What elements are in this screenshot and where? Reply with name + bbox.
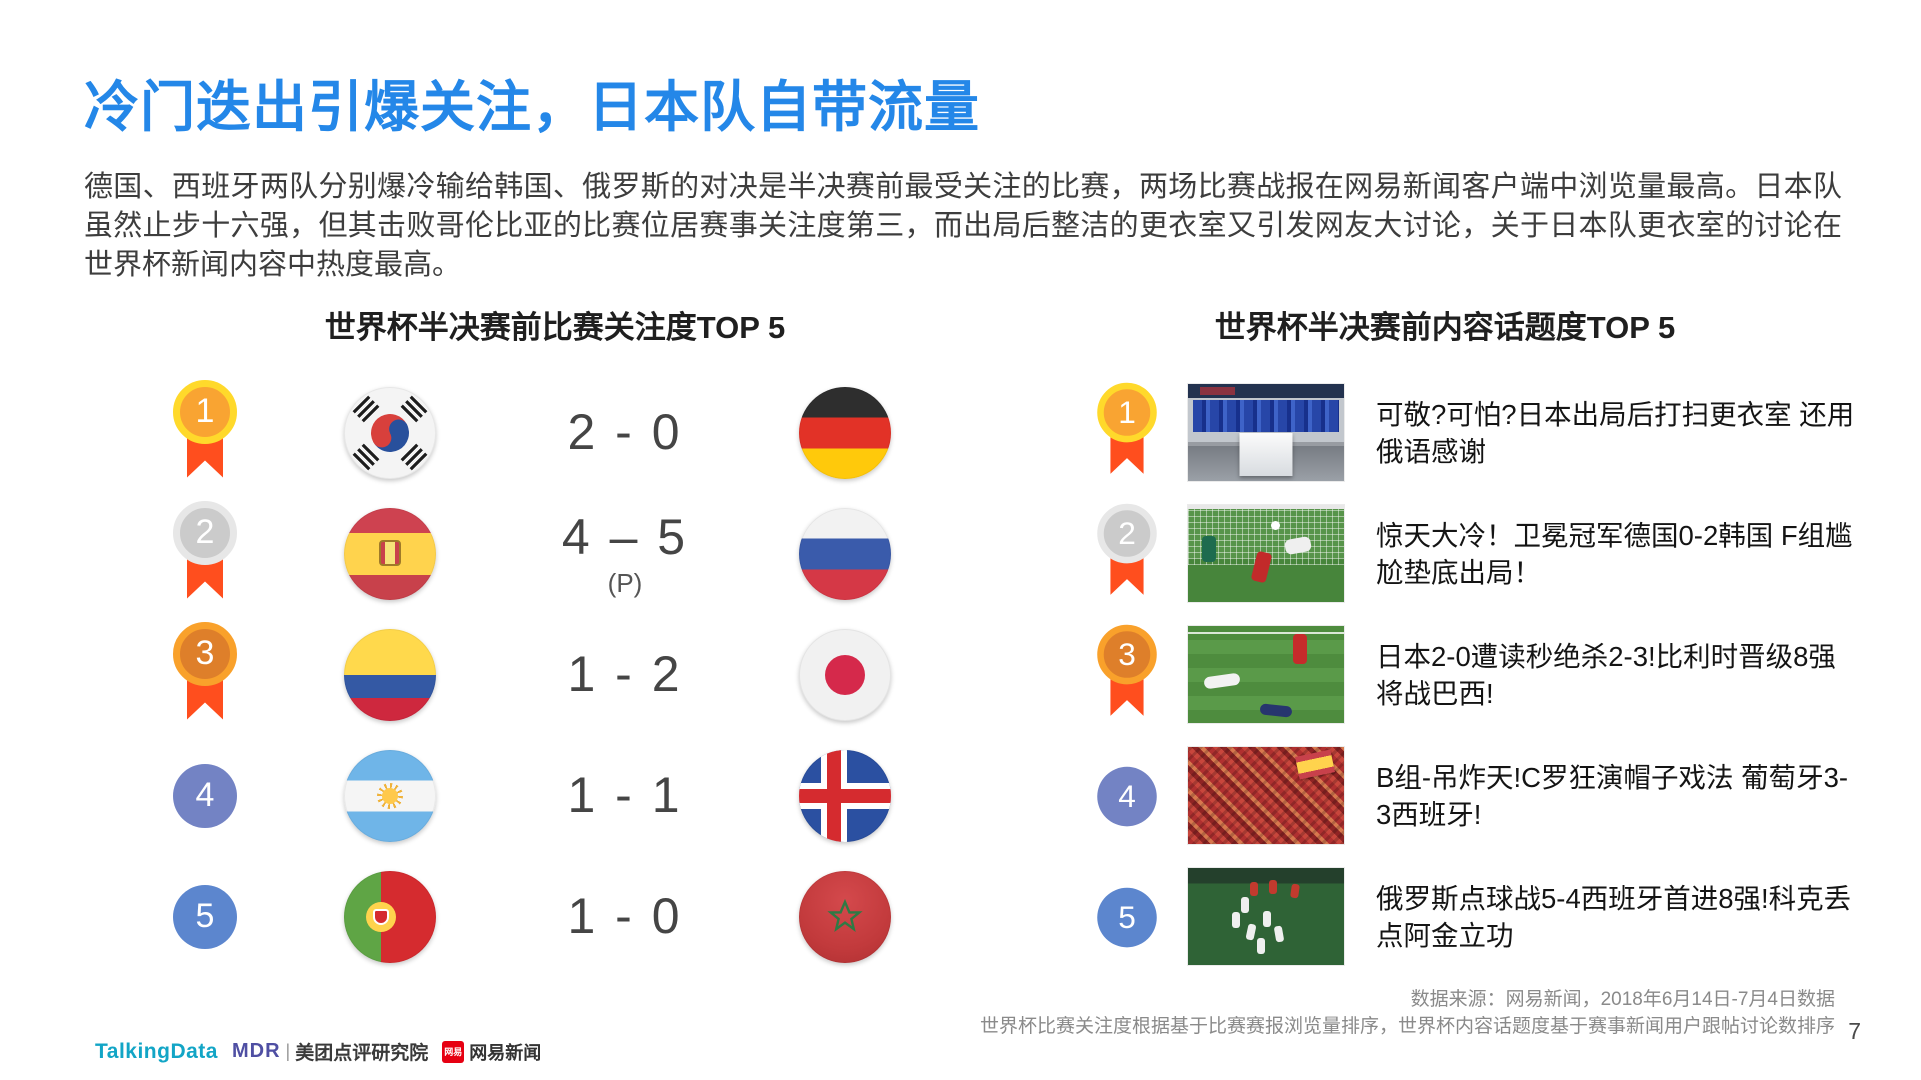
mdr-logo-icon: MDR (231, 1040, 281, 1062)
rank-number: 3 (1097, 624, 1157, 684)
body-paragraph: 德国、西班牙两队分别爆冷输给韩国、俄罗斯的对决是半决赛前最受关注的比赛，两场比赛… (84, 171, 1842, 281)
news-headline: 可敬?可怕?日本出局后打扫更衣室 还用俄语感谢 (1376, 398, 1855, 467)
news-row-4: 4 B组-吊炸天!C罗狂演帽子戏法 葡萄牙3-3西班牙! (1095, 735, 1856, 856)
match-score: 1 - 2 (567, 645, 683, 702)
gold-medal-icon: 1 (1097, 382, 1157, 481)
argentina-flag-icon (344, 749, 436, 842)
page-title: 冷门迭出引爆关注，日本队自带流量 (84, 76, 981, 138)
pentagram-star-icon (827, 898, 863, 932)
match-row-5: 5 1 - 0 (140, 856, 950, 977)
source-line-1: 数据来源：网易新闻，2018年6月14日-7月4日数据 (1410, 989, 1835, 1010)
japan-flag-icon (799, 628, 891, 721)
colombia-flag-icon (344, 628, 436, 721)
mdr-logo-label: 美团点评研究院 (295, 1043, 429, 1064)
silver-medal-icon: 2 (1097, 503, 1157, 602)
news-headline: 日本2-0遭读秒绝杀2-3!比利时晋级8强将战巴西! (1376, 640, 1836, 709)
news-headline: B组-吊炸天!C罗狂演帽子戏法 葡萄牙3-3西班牙! (1376, 761, 1849, 830)
rank-4-badge: 4 (1097, 766, 1157, 826)
germany-flag-icon (799, 386, 891, 479)
match-score: 2 - 0 (567, 403, 683, 460)
rank-5-badge: 5 (1097, 887, 1157, 947)
news-row-1: 1 可敬?可怕?日本出局后打扫更衣室 还用俄语感谢 (1095, 372, 1856, 493)
south-korea-flag-icon (344, 386, 436, 479)
rank-number: 4 (173, 763, 237, 828)
source-line-2: 世界杯比赛关注度根据基于比赛赛报浏览量排序，世界杯内容话题度基于赛事新闻用户跟帖… (979, 1016, 1835, 1037)
match-score: 1 - 1 (567, 766, 683, 823)
iceland-flag-icon (799, 749, 891, 842)
news-ranking-table: 1 可敬?可怕?日本出局后打扫更衣室 还用俄语感谢 2 惊天大冷！卫冕冠军德国0… (1095, 372, 1856, 977)
portugal-spain-fans-photo (1188, 747, 1344, 844)
rank-number: 1 (1097, 382, 1157, 442)
news-headline: 俄罗斯点球战5-4西班牙首进8强!科克丢点阿金立功 (1376, 882, 1852, 951)
news-row-3: 3 日本2-0遭读秒绝杀2-3!比利时晋级8强将战巴西! (1095, 614, 1856, 735)
sun-icon (377, 782, 403, 809)
netease-news-logo: 网易 网易新闻 (442, 1039, 541, 1065)
netease-logo-label: 网易新闻 (469, 1042, 542, 1063)
spain-flag-icon (344, 507, 436, 600)
rank-number: 5 (1097, 887, 1157, 947)
match-row-1: 1 2 - 0 (140, 372, 950, 493)
logo-divider: | (285, 1041, 291, 1061)
news-row-2: 2 惊天大冷！卫冕冠军德国0-2韩国 F组尴尬垫底出局！ (1095, 493, 1856, 614)
rank-number: 1 (173, 379, 237, 444)
rank-number: 4 (1097, 766, 1157, 826)
match-score: 4 – 5 (P) (561, 509, 689, 598)
talkingdata-logo: TalkingData (95, 1039, 218, 1063)
netease-logo-icon: 网易 (442, 1040, 465, 1063)
bronze-medal-icon: 3 (173, 621, 237, 728)
match-score: 1 - 0 (567, 887, 683, 944)
match-row-3: 3 1 - 2 (140, 614, 950, 735)
rank-5-badge: 5 (173, 884, 237, 949)
bronze-medal-icon: 3 (1097, 624, 1157, 723)
news-headline: 惊天大冷！卫冕冠军德国0-2韩国 F组尴尬垫底出局！ (1376, 519, 1853, 588)
meituan-dianping-research-logo: MDR | 美团点评研究院 (232, 1038, 428, 1065)
germany-korea-goal-photo (1188, 505, 1344, 602)
match-ranking-table: 1 2 - 0 2 4 – 5 (P) 3 1 - 2 4 1 - 1 (140, 372, 950, 977)
rank-4-badge: 4 (173, 763, 237, 828)
data-source-note: 数据来源：网易新闻，2018年6月14日-7月4日数据 世界杯比赛关注度根据基于… (980, 986, 1835, 1040)
gold-medal-icon: 1 (173, 379, 237, 486)
footer-logos: TalkingData MDR | 美团点评研究院 网易 网易新闻 (95, 1038, 541, 1065)
right-panel-title: 世界杯半决赛前内容话题度TOP 5 (1214, 310, 1676, 345)
page-number: 7 (1848, 1018, 1861, 1044)
rank-number: 2 (1097, 503, 1157, 563)
left-panel-title: 世界杯半决赛前比赛关注度TOP 5 (324, 310, 786, 345)
portugal-flag-icon (344, 870, 436, 963)
match-row-4: 4 1 - 1 (140, 735, 950, 856)
match-row-2: 2 4 – 5 (P) (140, 493, 950, 614)
rank-number: 3 (173, 621, 237, 686)
silver-medal-icon: 2 (173, 500, 237, 607)
morocco-flag-icon (799, 870, 891, 963)
news-row-5: 5 俄罗斯点球战5-4西班牙首进8强!科克丢点阿金立功 (1095, 856, 1856, 977)
russia-spain-penalty-photo (1188, 868, 1344, 965)
rank-number: 2 (173, 500, 237, 565)
japan-belgium-pitch-photo (1188, 626, 1344, 723)
rank-number: 5 (173, 884, 237, 949)
russia-flag-icon (799, 507, 891, 600)
locker-room-photo (1188, 384, 1344, 481)
